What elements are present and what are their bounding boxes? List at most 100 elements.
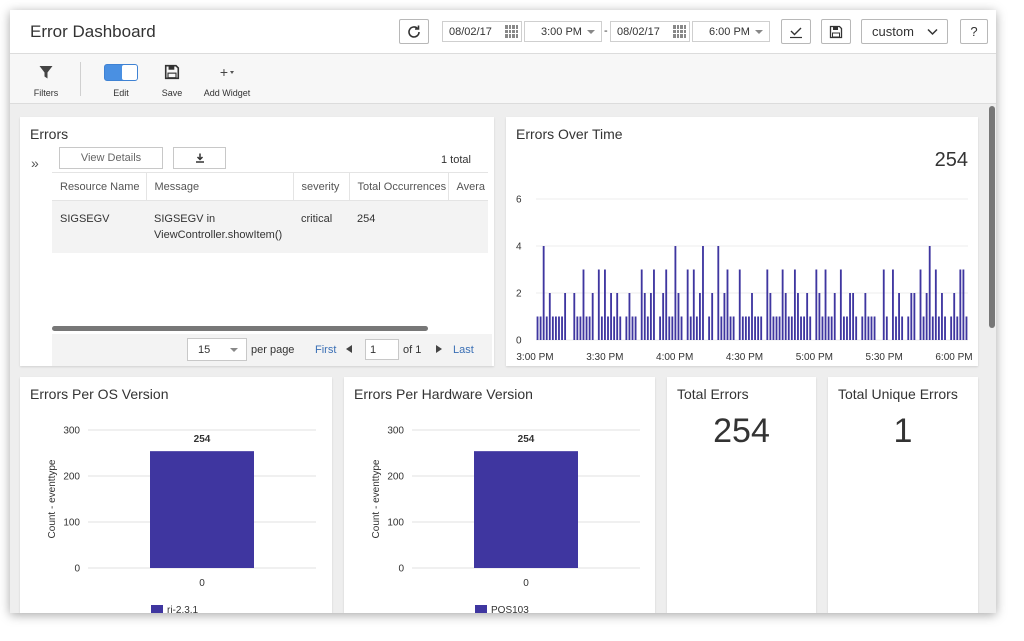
start-date-field[interactable]: 08/02/17: [442, 21, 522, 42]
time-bar: [885, 316, 888, 340]
time-bar: [649, 293, 652, 340]
os-version-chart: 0 100 200 300 Count - eventtype 254 0 ri-2.3.1: [47, 426, 316, 613]
filters-button[interactable]: Filters: [30, 62, 62, 98]
column-header[interactable]: Total Occurrences: [349, 172, 449, 201]
start-time-select[interactable]: 3:00 PM: [524, 21, 602, 42]
end-date-field[interactable]: 08/02/17: [610, 21, 690, 42]
page-number-value: 1: [370, 344, 377, 356]
start-time-value: 3:00 PM: [541, 25, 582, 38]
view-details-button[interactable]: View Details: [59, 147, 163, 169]
cell-message: SIGSEGV in ViewController.showItem(): [146, 200, 293, 253]
time-bar: [668, 316, 671, 340]
time-bar: [741, 316, 744, 340]
bar-value-label: 254: [518, 434, 535, 445]
save-view-button[interactable]: [821, 19, 851, 44]
time-bar: [919, 269, 922, 340]
time-bar: [582, 269, 585, 340]
time-bar: [790, 316, 793, 340]
time-bar: [597, 269, 600, 340]
edit-toggle[interactable]: Edit: [103, 62, 139, 98]
save-label: Save: [161, 88, 183, 98]
time-bar: [604, 269, 606, 340]
toolbar: Filters Edit Save + Add Widget: [10, 54, 996, 104]
hardware-version-title: Errors Per Hardware Version: [354, 386, 533, 402]
scrollbar-thumb[interactable]: [989, 106, 995, 328]
total-errors-value: 254: [713, 412, 770, 450]
time-bar: [944, 316, 946, 340]
total-errors-panel: Total Errors 254: [667, 377, 816, 613]
time-bar: [659, 316, 662, 340]
plus-icon: +: [219, 64, 229, 80]
time-bar: [901, 316, 904, 340]
download-icon: [195, 153, 204, 163]
page-scrollbar[interactable]: [989, 104, 996, 613]
expand-icon[interactable]: »: [31, 155, 39, 171]
time-bar: [662, 293, 665, 340]
horizontal-scrollbar[interactable]: [52, 326, 428, 331]
apply-button[interactable]: [781, 19, 811, 44]
time-bar: [698, 293, 701, 340]
time-bar: [941, 293, 943, 340]
time-bar: [950, 316, 953, 340]
time-bar: [962, 269, 965, 340]
time-bar: [738, 269, 741, 340]
add-widget-button[interactable]: + Add Widget: [200, 62, 254, 98]
page-number-input[interactable]: 1: [365, 339, 399, 360]
y-tick-label: 200: [63, 472, 80, 483]
time-bar: [934, 269, 937, 340]
time-bar: [539, 316, 542, 340]
time-bar: [573, 293, 576, 340]
category-bar: [474, 451, 578, 568]
legend-swatch: [475, 605, 487, 613]
page-total-label: of 1: [403, 344, 422, 356]
y-tick-label: 300: [63, 426, 80, 437]
time-bar: [839, 269, 842, 340]
time-bar: [558, 316, 560, 340]
time-bar: [870, 316, 873, 340]
prev-page-icon[interactable]: [346, 345, 352, 353]
time-bar: [922, 316, 925, 340]
refresh-icon: [408, 25, 420, 38]
time-bar: [821, 316, 824, 340]
os-version-title: Errors Per OS Version: [30, 386, 169, 402]
x-tick-label: 0: [523, 578, 529, 589]
column-header[interactable]: Avera: [456, 180, 486, 193]
page-size-value: 15: [198, 344, 211, 356]
time-bar: [907, 316, 910, 340]
column-header[interactable]: Resource Name: [52, 172, 147, 201]
y-tick-label: 0: [516, 336, 522, 347]
x-tick-label: 5:30 PM: [866, 352, 903, 363]
last-page-link[interactable]: Last: [453, 344, 474, 356]
table-row[interactable]: SIGSEGV SIGSEGV in ViewController.showIt…: [52, 200, 488, 253]
time-bar: [646, 316, 649, 340]
column-header[interactable]: Message: [146, 172, 294, 201]
os-version-panel: Errors Per OS Version 0 100 200 300 Count - …: [20, 377, 332, 613]
time-bar: [686, 269, 689, 340]
first-page-link[interactable]: First: [315, 344, 337, 356]
time-bar: [536, 316, 539, 340]
toolbar-divider: [80, 62, 81, 96]
time-bar: [631, 316, 634, 340]
time-bar: [643, 293, 646, 340]
end-time-select[interactable]: 6:00 PM: [692, 21, 770, 42]
save-button[interactable]: Save: [158, 62, 186, 98]
time-bar: [579, 316, 582, 340]
floppy-disk-icon: [829, 25, 843, 38]
page-size-select[interactable]: 15: [187, 338, 247, 361]
time-bar: [882, 269, 885, 340]
time-bar: [619, 316, 622, 340]
column-header[interactable]: severity: [293, 172, 350, 201]
time-bar: [674, 246, 677, 340]
range-preset-select[interactable]: custom: [861, 19, 948, 44]
time-bar: [591, 293, 594, 340]
time-bar: [554, 316, 557, 340]
download-button[interactable]: [173, 147, 226, 169]
errors-over-time-total: 254: [934, 149, 968, 171]
filter-icon: [39, 65, 53, 78]
x-tick-label: 0: [199, 578, 205, 589]
help-button[interactable]: ?: [960, 19, 988, 44]
refresh-button[interactable]: [399, 19, 429, 44]
next-page-icon[interactable]: [436, 345, 442, 353]
time-bar: [892, 269, 894, 340]
pagination-bar: 15 per page First 1 of 1 Last: [52, 334, 492, 366]
